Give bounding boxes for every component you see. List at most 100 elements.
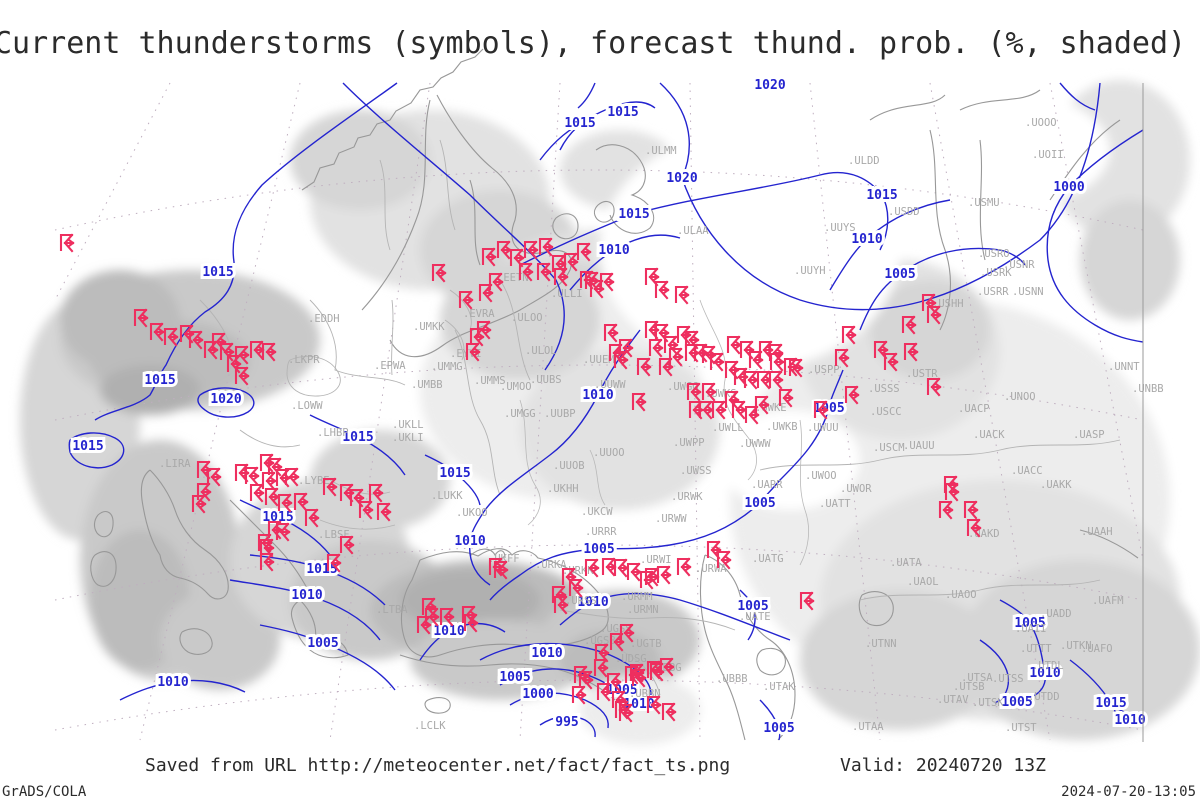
isobar-label: 1020 [666,171,697,186]
isobar-label: 1015 [607,105,638,120]
isobar-label: 1010 [454,534,485,549]
coastlines [90,48,1139,741]
station-label: .URWW [655,513,687,525]
station-label: .EPWA [374,360,406,372]
isobar-label: 1015 [866,188,897,203]
station-label: .LKPR [288,354,320,366]
isobar-label: 1005 [737,599,768,614]
station-label: .UUBS [530,374,562,386]
station-label: .UUBP [544,408,576,420]
isobar-label: 1010 [851,232,882,247]
station-label: .USRR [977,286,1009,298]
isobar-label: 1005 [499,670,530,685]
saved-from-url-text: Saved from URL http://meteocenter.net/fa… [145,755,731,776]
station-label: .URMM [621,591,653,603]
station-label: .USCC [870,406,902,418]
station-label: .UKLL [392,419,424,431]
station-label: .USTR [906,368,938,380]
station-label: .USCM [873,442,905,454]
station-label: .LIRA [159,458,191,470]
station-label: .USRO [978,248,1010,260]
station-label: .UAUU [903,440,935,452]
station-label: .ULDD [848,155,880,167]
station-label: .USMU [968,197,1000,209]
isobar-label: 1015 [1095,696,1126,711]
isobar-label: 1005 [1014,616,1045,631]
station-label: .UATA [890,557,922,569]
station-label: .UWUU [807,422,839,434]
isobar-labels-layer: 1015101510001010100510201015101510201015… [69,75,1148,739]
station-label: .UKHH [547,483,579,495]
station-label: .UACC [1011,465,1043,477]
station-label: .URRR [585,526,617,538]
station-label: .LOWW [291,400,323,412]
station-label: .UTSK [972,697,1004,709]
isobar-label: 1005 [307,636,338,651]
station-label: .UTST [1005,722,1037,734]
page-title: Current thunderstorms (symbols), forecas… [0,26,1187,61]
station-label: .UKLI [392,432,424,444]
station-label: .URWA [695,563,727,575]
station-label: .UACK [973,429,1005,441]
station-label: .UMMG [431,361,463,373]
station-label: .URWK [671,491,703,503]
station-label: .UNOO [1004,391,1036,403]
station-label: .UMBB [411,379,443,391]
station-label: .LCLK [414,720,446,732]
station-label: .UGTB [630,638,662,650]
isobar-label: 1010 [531,646,562,661]
station-label: .UKCW [581,506,613,518]
isobar-label: 1015 [618,207,649,222]
station-label: .URWI [640,554,672,566]
station-label: .UTDD [1028,691,1060,703]
station-label: .UBBB [716,673,748,685]
isobar-label: 1010 [157,675,188,690]
station-label: .UADD [1040,608,1072,620]
station-label: .EVRA [463,308,495,320]
station-label: .USNR [1003,259,1035,271]
thunderstorm-symbol [249,483,265,503]
timestamp: 2024-07-20-13:05 [1061,784,1196,800]
station-label: .USNN [1012,286,1044,298]
station-label: .UUYH [794,265,826,277]
station-label: .UNNT [1108,361,1140,373]
isobar-label: 1010 [577,595,608,610]
station-label: .UAAH [1081,526,1113,538]
station-label: .UMMS [474,375,506,387]
station-label: .UAII [1015,623,1047,635]
station-label: .UTDL [1032,660,1064,672]
isobar-label: 1010 [1114,713,1145,728]
station-label: .USDD [888,206,920,218]
station-label: .UWKB [766,421,798,433]
station-label: .UAOL [907,576,939,588]
station-label: .UTAA [852,721,884,733]
isobar-label: 1000 [522,687,553,702]
station-label: .UUYS [824,222,856,234]
isobar-label: 1015 [342,430,373,445]
isobar-label: 1005 [1001,695,1032,710]
isobar-label: 1015 [72,439,103,454]
station-label: .UTAK [763,681,795,693]
thunderstorm-symbol [259,453,275,473]
isobar-label: 1005 [884,267,915,282]
station-label: .UWOR [840,483,872,495]
station-label: .URKK [562,565,594,577]
station-label: .URSS [565,595,597,607]
valid-time-text: Valid: 20240720 13Z [840,755,1046,776]
isobars [68,82,1144,741]
station-label: .UTNN [865,638,897,650]
isobar-label: 1020 [210,392,241,407]
isobar-label: 1005 [813,401,844,416]
thunderstorm-symbol [626,562,642,582]
grads-credit: GrADS/COLA [2,784,87,800]
station-label: .UOII [1032,149,1064,161]
station-label: .UBBN [629,688,661,700]
thunderstorm-symbol [756,370,772,390]
station-label: .USRK [980,267,1012,279]
station-label: .UMGG [504,408,536,420]
thunderstorm-symbol [601,557,617,577]
station-label: .UNBB [1132,383,1164,395]
isobar-label: 1010 [582,388,613,403]
isobar-label: 1010 [598,243,629,258]
